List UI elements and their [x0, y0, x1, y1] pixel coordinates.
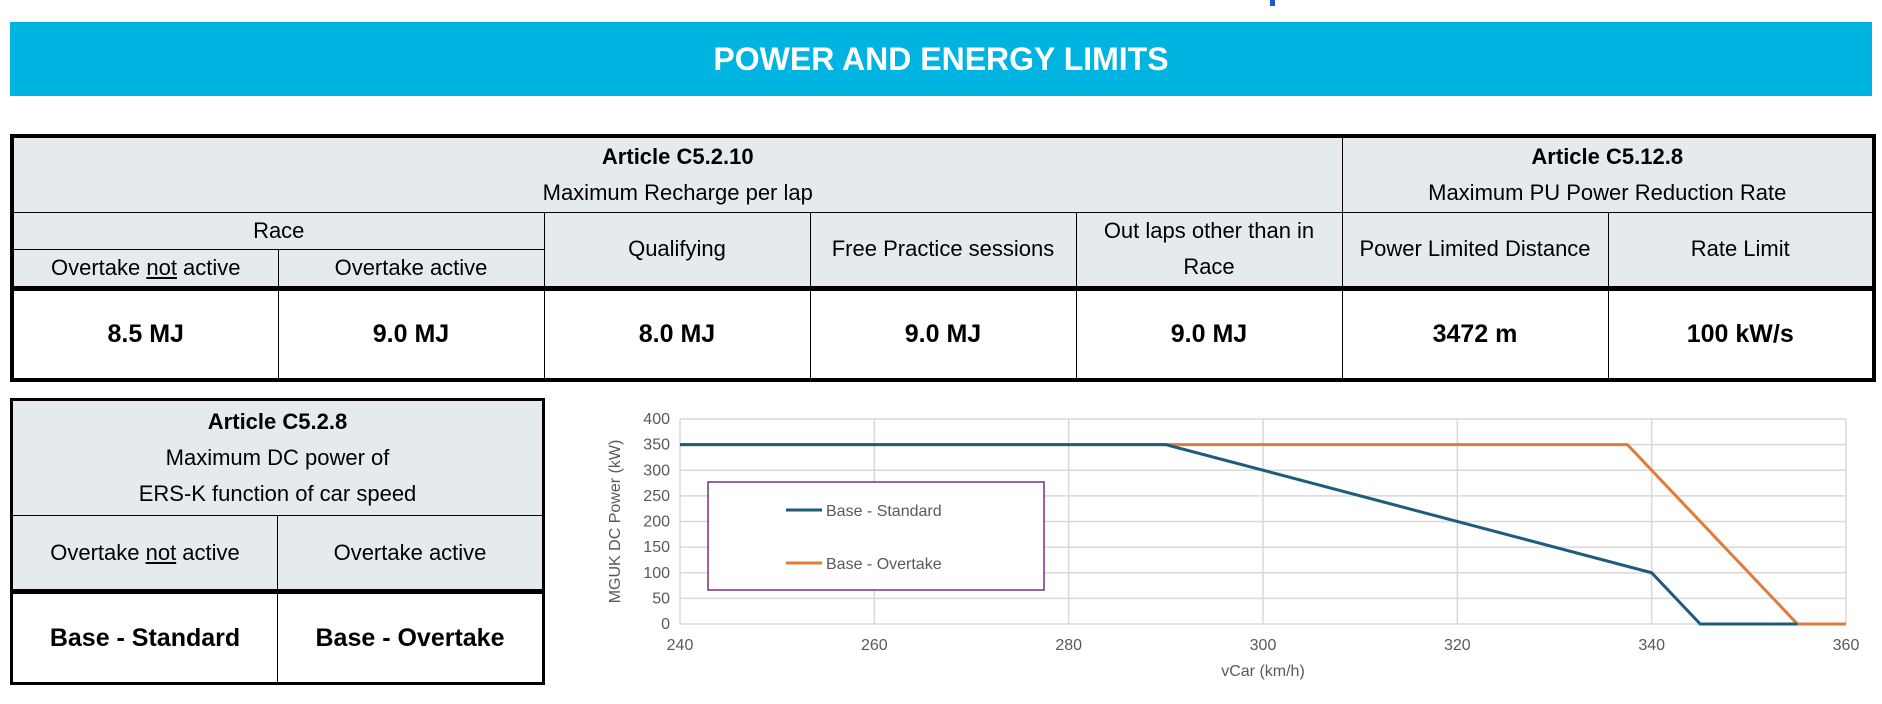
legend-label: Base - Overtake: [826, 556, 942, 573]
y-tick-label: 250: [643, 488, 670, 505]
article-label: Article C5.2.10: [601, 143, 754, 169]
dc-power-chart: 0 50 100 150 200 250 300 350 400 240 260 280 300 320 3…: [607, 411, 1860, 680]
x-axis-label: vCar (km/h): [1221, 663, 1305, 680]
value-cell: 9.0 MJ: [277, 285, 545, 381]
race-header: Race: [11, 211, 545, 250]
y-tick-label: 50: [652, 590, 670, 607]
x-tick-label: 260: [861, 637, 888, 654]
dc-power-table: Article C5.2.8 Maximum DC power of ERS-K f…: [10, 398, 545, 685]
value-cell: 9.0 MJ: [1075, 285, 1343, 381]
article-title: Maximum PU Power Reduction Rate: [1428, 179, 1787, 205]
article-title: ERS-K function of car speed: [138, 481, 417, 506]
legend-label: Base - Standard: [826, 503, 942, 520]
overtake-active-header: Overtake active: [277, 515, 544, 592]
overtake-active-header: Overtake active: [277, 248, 545, 289]
reduction-header: Article C5.12.8 Maximum PU Power Reductio…: [1341, 135, 1875, 213]
value-cell: 8.0 MJ: [543, 285, 811, 381]
legend-box: [707, 481, 1045, 591]
x-tick-label: 240: [667, 637, 694, 654]
article-label: Article C5.2.8: [207, 409, 348, 434]
rate-header: Rate Limit: [1607, 211, 1875, 289]
x-tick-label: 340: [1638, 637, 1665, 654]
page-title: POWER AND ENERGY LIMITS: [713, 40, 1169, 77]
distance-header: Power Limited Distance: [1341, 211, 1609, 289]
top-edge-mark: [1270, 0, 1275, 6]
y-tick-label: 350: [643, 437, 670, 454]
x-tick-label: 360: [1833, 637, 1860, 654]
qualifying-header: Qualifying: [543, 211, 811, 289]
article-title: Maximum Recharge per lap: [542, 179, 813, 205]
value-cell: 100 kW/s: [1607, 285, 1875, 381]
y-tick-label: 300: [643, 462, 670, 479]
article-title: Maximum DC power of: [165, 445, 390, 470]
value-cell: 9.0 MJ: [809, 285, 1077, 381]
value-cell: 8.5 MJ: [11, 285, 279, 381]
power-energy-table: Article C5.2.10 Maximum Recharge per lap …: [10, 134, 1876, 382]
value-cell: 3472 m: [1341, 285, 1609, 381]
value-cell: Base - Overtake: [277, 589, 544, 684]
fp-header: Free Practice sessions: [809, 211, 1077, 289]
recharge-header: Article C5.2.10 Maximum Recharge per lap: [11, 135, 1343, 213]
overtake-not-active-header: Overtake not active: [11, 248, 279, 289]
y-tick-label: 150: [643, 539, 670, 556]
x-tick-label: 280: [1055, 637, 1082, 654]
value-cell: Base - Standard: [11, 589, 278, 684]
y-tick-label: 0: [661, 616, 670, 633]
y-tick-label: 100: [643, 565, 670, 582]
x-tick-label: 300: [1250, 637, 1277, 654]
y-tick-label: 400: [643, 411, 670, 428]
overtake-not-active-header: Overtake not active: [11, 515, 278, 592]
outlaps-header: Out laps other than in Race: [1075, 211, 1343, 289]
y-axis-label: MGUK DC Power (kW): [607, 440, 624, 604]
dc-power-header: Article C5.2.8 Maximum DC power of ERS-K f…: [11, 399, 544, 516]
y-tick-label: 200: [643, 514, 670, 531]
article-label: Article C5.12.8: [1531, 143, 1684, 169]
x-tick-label: 320: [1444, 637, 1471, 654]
series-line-base-standard: [680, 443, 1798, 626]
page-title-banner: POWER AND ENERGY LIMITS: [10, 22, 1872, 96]
